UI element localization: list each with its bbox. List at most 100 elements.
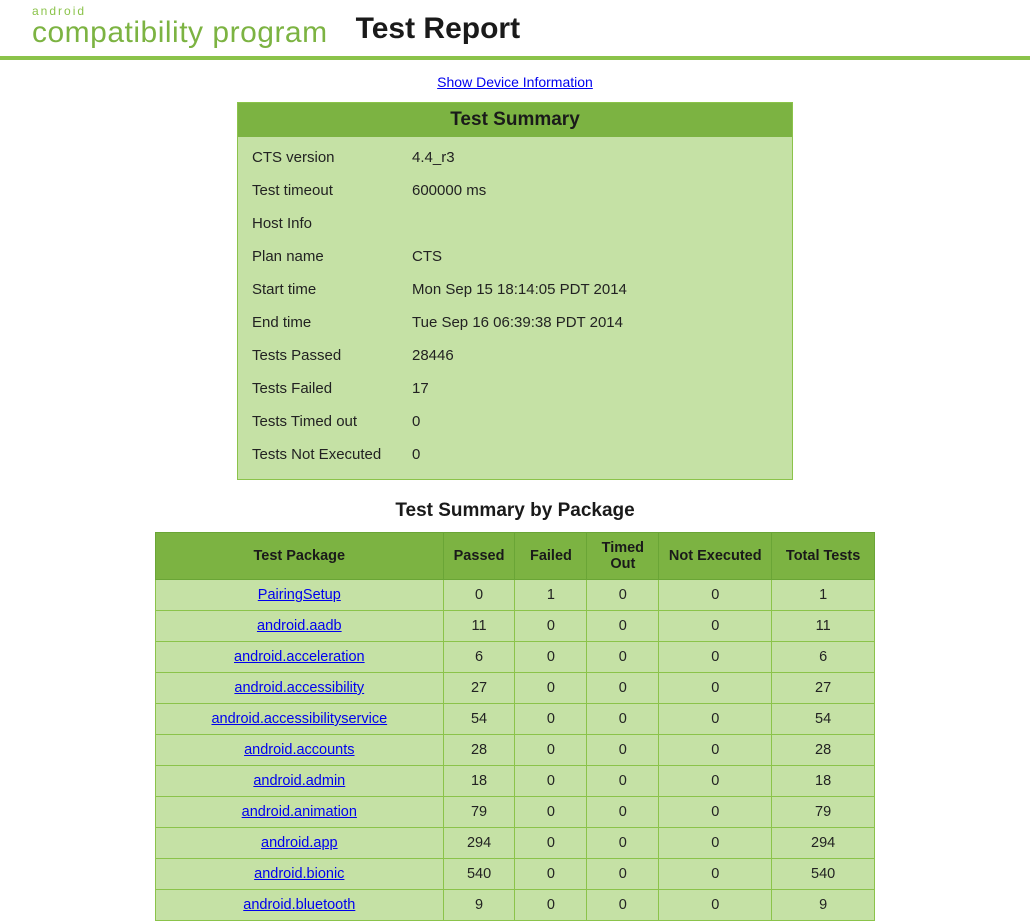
package-link[interactable]: android.admin: [253, 773, 345, 789]
summary-row: Start timeMon Sep 15 18:14:05 PDT 2014: [238, 273, 792, 306]
table-row: android.animation7900079: [156, 797, 875, 828]
package-link[interactable]: android.app: [261, 835, 338, 851]
summary-label: CTS version: [252, 149, 412, 166]
device-info-link-wrap: Show Device Information: [0, 60, 1030, 102]
package-link[interactable]: android.accessibilityservice: [211, 711, 387, 727]
package-failed-cell: 0: [515, 859, 587, 890]
package-timed_out-cell: 0: [587, 859, 659, 890]
package-total-cell: 18: [772, 766, 875, 797]
test-summary-box: Test Summary CTS version4.4_r3Test timeo…: [237, 102, 793, 480]
package-total-cell: 294: [772, 828, 875, 859]
package-passed-cell: 540: [443, 859, 515, 890]
package-link[interactable]: android.aadb: [257, 618, 342, 634]
col-failed: Failed: [515, 533, 587, 580]
package-timed_out-cell: 0: [587, 797, 659, 828]
summary-row: Tests Not Executed0: [238, 438, 792, 471]
col-total-tests: Total Tests: [772, 533, 875, 580]
package-failed-cell: 0: [515, 735, 587, 766]
package-passed-cell: 9: [443, 890, 515, 921]
package-not_executed-cell: 0: [659, 704, 772, 735]
package-passed-cell: 79: [443, 797, 515, 828]
package-failed-cell: 0: [515, 673, 587, 704]
summary-value: 0: [412, 413, 420, 430]
summary-value: Tue Sep 16 06:39:38 PDT 2014: [412, 314, 623, 331]
page-header: android compatibility program Test Repor…: [0, 0, 1030, 60]
summary-value: 28446: [412, 347, 454, 364]
package-total-cell: 540: [772, 859, 875, 890]
package-not_executed-cell: 0: [659, 735, 772, 766]
summary-label: Test timeout: [252, 182, 412, 199]
table-row: PairingSetup01001: [156, 580, 875, 611]
package-link[interactable]: PairingSetup: [258, 587, 341, 603]
package-failed-cell: 0: [515, 828, 587, 859]
package-timed_out-cell: 0: [587, 735, 659, 766]
package-total-cell: 9: [772, 890, 875, 921]
summary-label: Tests Failed: [252, 380, 412, 397]
summary-value: 4.4_r3: [412, 149, 455, 166]
package-timed_out-cell: 0: [587, 642, 659, 673]
table-row: android.acceleration60006: [156, 642, 875, 673]
package-link[interactable]: android.animation: [242, 804, 357, 820]
package-total-cell: 1: [772, 580, 875, 611]
package-passed-cell: 0: [443, 580, 515, 611]
package-name-cell: android.aadb: [156, 611, 444, 642]
package-not_executed-cell: 0: [659, 797, 772, 828]
package-name-cell: android.app: [156, 828, 444, 859]
package-failed-cell: 0: [515, 766, 587, 797]
package-total-cell: 54: [772, 704, 875, 735]
package-name-cell: PairingSetup: [156, 580, 444, 611]
package-passed-cell: 54: [443, 704, 515, 735]
summary-row: Plan nameCTS: [238, 240, 792, 273]
package-name-cell: android.accounts: [156, 735, 444, 766]
test-summary-body: CTS version4.4_r3Test timeout600000 msHo…: [238, 137, 792, 479]
package-timed_out-cell: 0: [587, 580, 659, 611]
summary-value: 600000 ms: [412, 182, 486, 199]
package-passed-cell: 294: [443, 828, 515, 859]
package-failed-cell: 0: [515, 890, 587, 921]
table-row: android.accessibilityservice5400054: [156, 704, 875, 735]
package-link[interactable]: android.bluetooth: [243, 897, 355, 913]
summary-label: Tests Timed out: [252, 413, 412, 430]
package-name-cell: android.accessibilityservice: [156, 704, 444, 735]
package-link[interactable]: android.acceleration: [234, 649, 365, 665]
package-name-cell: android.accessibility: [156, 673, 444, 704]
package-not_executed-cell: 0: [659, 859, 772, 890]
summary-label: Plan name: [252, 248, 412, 265]
summary-label: Start time: [252, 281, 412, 298]
package-name-cell: android.admin: [156, 766, 444, 797]
package-name-cell: android.bluetooth: [156, 890, 444, 921]
packages-section-title: Test Summary by Package: [0, 500, 1030, 522]
summary-row: CTS version4.4_r3: [238, 141, 792, 174]
package-name-cell: android.animation: [156, 797, 444, 828]
package-total-cell: 27: [772, 673, 875, 704]
summary-row: Host Info: [238, 207, 792, 240]
package-passed-cell: 27: [443, 673, 515, 704]
packages-header-row: Test Package Passed Failed Timed Out Not…: [156, 533, 875, 580]
col-passed: Passed: [443, 533, 515, 580]
summary-label: Host Info: [252, 215, 412, 232]
package-not_executed-cell: 0: [659, 673, 772, 704]
package-passed-cell: 11: [443, 611, 515, 642]
summary-value: Mon Sep 15 18:14:05 PDT 2014: [412, 281, 627, 298]
show-device-info-link[interactable]: Show Device Information: [437, 74, 593, 90]
package-not_executed-cell: 0: [659, 890, 772, 921]
summary-row: Tests Failed17: [238, 372, 792, 405]
summary-row: Tests Passed28446: [238, 339, 792, 372]
package-link[interactable]: android.accounts: [244, 742, 354, 758]
package-name-cell: android.bionic: [156, 859, 444, 890]
package-total-cell: 6: [772, 642, 875, 673]
package-not_executed-cell: 0: [659, 642, 772, 673]
package-link[interactable]: android.bionic: [254, 866, 344, 882]
summary-row: Tests Timed out0: [238, 405, 792, 438]
package-not_executed-cell: 0: [659, 580, 772, 611]
package-failed-cell: 0: [515, 611, 587, 642]
packages-table: Test Package Passed Failed Timed Out Not…: [155, 532, 875, 921]
package-passed-cell: 28: [443, 735, 515, 766]
table-row: android.admin1800018: [156, 766, 875, 797]
package-passed-cell: 6: [443, 642, 515, 673]
package-link[interactable]: android.accessibility: [234, 680, 364, 696]
table-row: android.accounts2800028: [156, 735, 875, 766]
summary-value: 17: [412, 380, 429, 397]
logo-main-text: compatibility program: [32, 18, 328, 48]
table-row: android.accessibility2700027: [156, 673, 875, 704]
